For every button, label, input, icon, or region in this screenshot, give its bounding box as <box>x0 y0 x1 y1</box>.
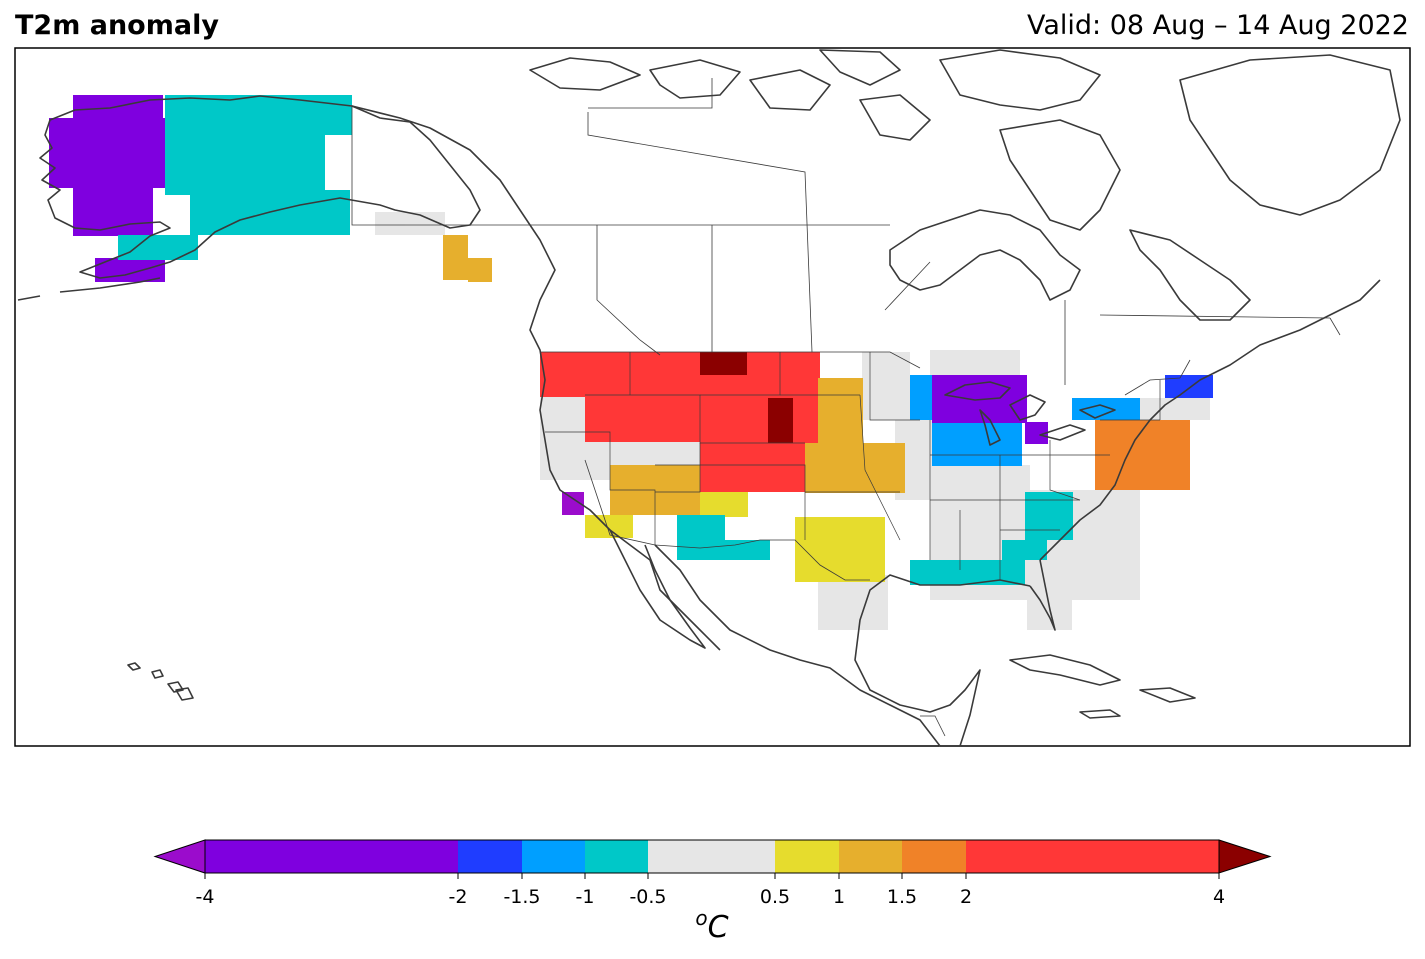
chart-title: T2m anomaly <box>15 10 219 41</box>
anomaly-cell <box>443 235 468 280</box>
colorbar-tick-label: -1 <box>576 886 595 908</box>
neutral-cell <box>930 350 1020 375</box>
anomaly-cell <box>805 443 905 493</box>
coastlines <box>17 49 1401 747</box>
colorbar-segment <box>902 840 966 873</box>
anomaly-cell <box>1025 422 1048 444</box>
colorbar-tick-label: 0.5 <box>760 886 790 908</box>
colorbar-ticks: -4 -2 -1.5 -1 -0.5 0.5 1 1.5 2 4 <box>196 873 1225 908</box>
neutral-cell <box>818 575 888 630</box>
anomaly-cell <box>1002 540 1047 560</box>
colorbar-segment <box>205 840 458 873</box>
colorbar-tick-label: 1.5 <box>887 886 917 908</box>
anomaly-cell <box>585 515 633 538</box>
neutral-cell <box>1140 398 1210 420</box>
anomaly-cell <box>677 515 725 560</box>
colorbar-tick-label: -0.5 <box>629 886 666 908</box>
colorbar-segment <box>458 840 522 873</box>
colorbar-tick-label: 2 <box>960 886 972 908</box>
anomaly-cell <box>818 378 863 443</box>
colorbar-segments <box>153 839 1272 874</box>
political-borders <box>351 78 1341 737</box>
anomaly-cell <box>1095 420 1190 490</box>
anomaly-cell <box>795 517 885 582</box>
anomaly-cell <box>540 352 585 397</box>
anomaly-cell <box>700 492 748 517</box>
anomaly-cell <box>562 492 584 515</box>
colorbar-extend-low <box>153 839 206 874</box>
anomaly-cell <box>1165 375 1213 398</box>
anomaly-cell <box>165 135 325 195</box>
colorbar-segment <box>522 840 585 873</box>
anomaly-cell <box>700 352 747 375</box>
valid-period: Valid: 08 Aug – 14 Aug 2022 <box>1026 10 1409 41</box>
colorbar-extend-high <box>1218 839 1272 874</box>
anomaly-cell <box>910 375 932 420</box>
colorbar-tick-label: -4 <box>196 886 215 908</box>
colorbar-segment <box>966 840 1219 873</box>
colorbar-tick-label: 4 <box>1213 886 1225 908</box>
colorbar-segment <box>839 840 902 873</box>
anomaly-cell <box>932 423 1022 466</box>
colorbar-unit: oC <box>695 906 728 945</box>
colorbar-tick-label: 1 <box>833 886 845 908</box>
state-borders <box>545 352 1161 580</box>
colorbar-tick-label: -2 <box>449 886 468 908</box>
colorbar-segment <box>585 840 648 873</box>
anomaly-cell <box>468 258 492 282</box>
colorbar-outline <box>204 839 1220 874</box>
anomaly-cell <box>768 398 793 443</box>
colorbar-tick-label: -1.5 <box>503 886 540 908</box>
colorbar-segment <box>775 840 839 873</box>
colorbar-segment <box>648 840 775 873</box>
